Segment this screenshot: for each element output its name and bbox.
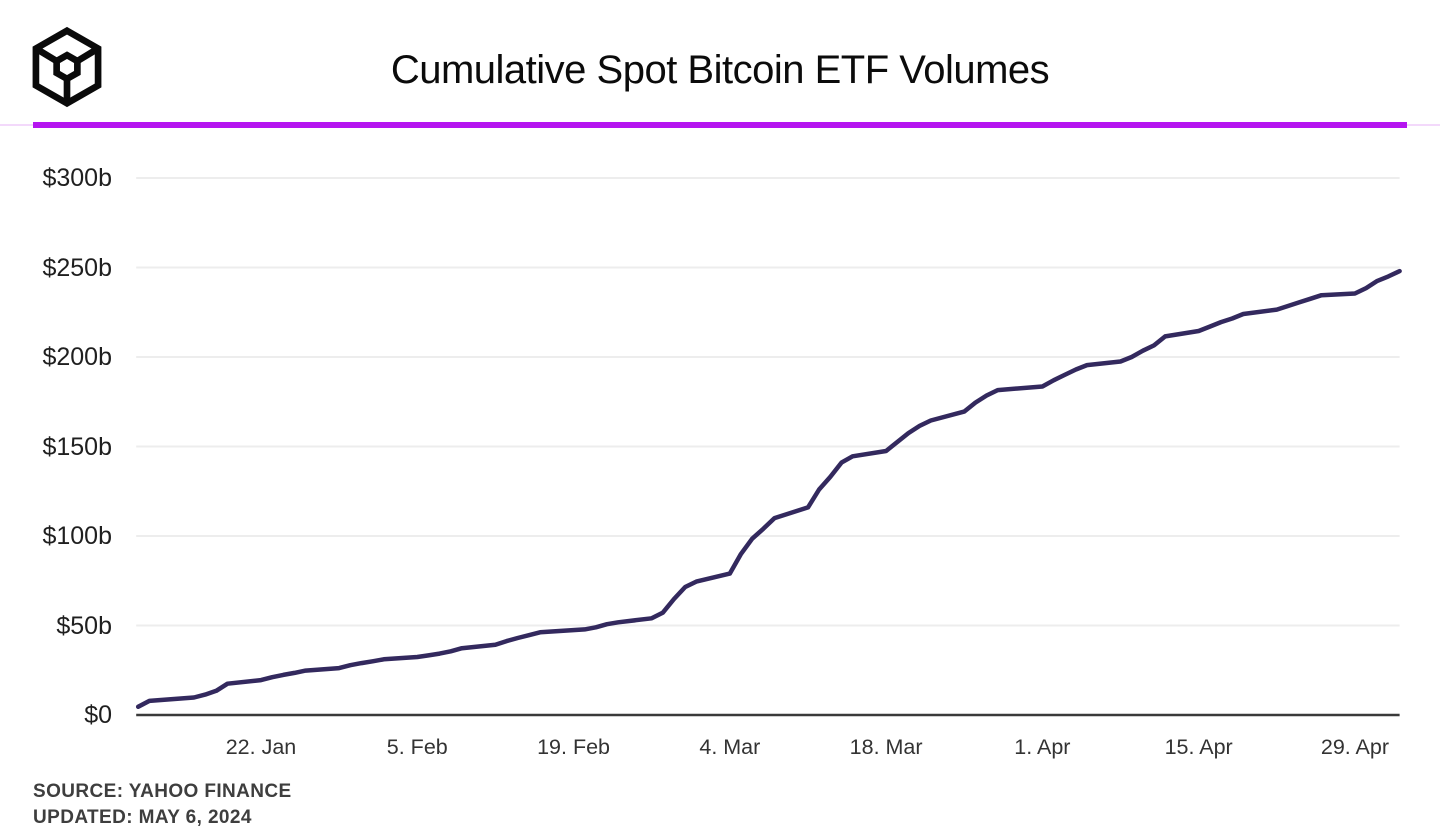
source-line: SOURCE: YAHOO FINANCE xyxy=(33,781,292,802)
line-chart: $0 $50b $100b $150b $200b $250b $300b 22. Jan 5… xyxy=(0,128,1440,840)
x-axis-label: 18. Mar xyxy=(849,735,923,759)
chart-canvas xyxy=(135,177,1402,717)
chart-title: Cumulative Spot Bitcoin ETF Volumes xyxy=(390,48,1050,92)
header-accent-rule xyxy=(0,121,1440,128)
x-axis-label: 1. Apr xyxy=(1014,735,1071,759)
x-axis-label: 22. Jan xyxy=(225,735,297,759)
y-axis-label: $0 xyxy=(84,701,112,729)
updated-line: UPDATED: MAY 6, 2024 xyxy=(33,806,252,828)
y-axis-label: $100b xyxy=(42,522,112,550)
x-axis-label: 4. Mar xyxy=(699,735,761,759)
y-axis-label: $250b xyxy=(42,253,112,282)
x-axis-label: 5. Feb xyxy=(386,735,448,759)
page-header: Cumulative Spot Bitcoin ETF Volumes xyxy=(0,0,1440,121)
etf-volume-line xyxy=(135,268,1402,710)
x-axis-label: 19. Feb xyxy=(537,735,610,759)
x-axis-label: 15. Apr xyxy=(1164,735,1233,759)
accent-rule-magenta xyxy=(33,122,1407,128)
y-axis-label: $50b xyxy=(56,611,112,640)
y-axis-label: $300b xyxy=(42,164,112,192)
source-note: SOURCE: YAHOO FINANCE UPDATED: MAY 6, 20… xyxy=(33,779,292,830)
x-axis-label: 29. Apr xyxy=(1320,735,1389,759)
y-axis-label: $150b xyxy=(42,432,112,461)
block-cube-logo-icon xyxy=(32,26,102,108)
y-axis-label: $200b xyxy=(42,343,112,371)
